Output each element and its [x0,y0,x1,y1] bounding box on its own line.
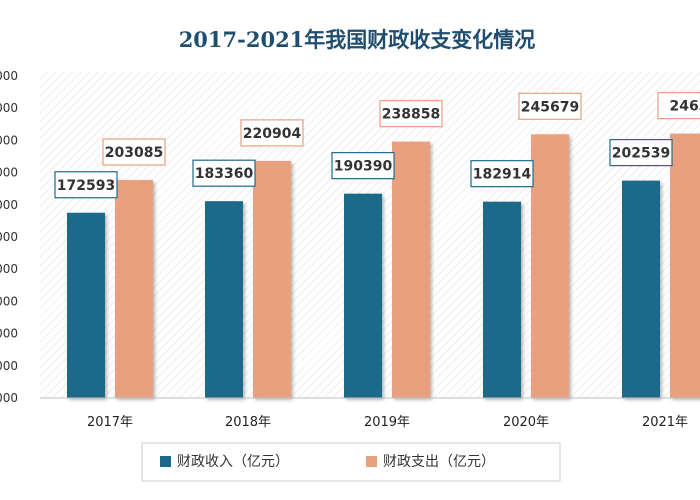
data-label-revenue-3: 182914 [470,160,534,188]
y-tick-label: 000 [0,133,18,147]
data-label-value: 203085 [105,145,163,161]
data-label-box [609,139,673,167]
data-labels: 172593 203085 183360 220904 190390 238858 1829… [54,92,700,199]
data-label-box [518,92,582,120]
y-tick-label: 000 [0,327,18,341]
y-tick-label: 000 [0,69,18,83]
data-label-value: 182914 [473,167,532,183]
data-label-box [54,171,118,199]
data-label-box [470,160,534,188]
y-tick-label: 000 [0,391,18,405]
x-axis: 2017年 2018年 2019年 2020年 2021年 [87,415,688,430]
data-label-box [102,138,166,166]
legend-item-revenue: 财政收入（亿元） [160,454,289,470]
data-label-revenue-4: 202539 [609,139,673,167]
data-label-value: 172593 [57,178,115,194]
x-tick-label: 2017年 [87,415,133,430]
data-label-value: 202539 [612,146,670,162]
data-label-expenditure-0: 203085 [102,138,166,166]
legend: 财政收入（亿元） 财政支出（亿元） [141,442,561,482]
data-label-expenditure-2: 238858 [379,100,443,128]
bar-expenditure-2 [392,141,430,399]
bar-revenue-3 [483,201,521,398]
legend-swatch [160,456,171,467]
y-tick-label: 000 [0,359,18,373]
legend-box [141,442,561,482]
data-label-value: 220904 [243,126,302,142]
bar-expenditure-4 [670,133,700,398]
y-tick-label: 000 [0,262,18,276]
y-tick-label: 000 [0,294,18,308]
data-label-expenditure-1: 220904 [240,119,304,147]
bar-revenue-2 [344,193,382,398]
data-label-value: 245679 [521,99,579,115]
data-label-value: 238858 [382,107,440,123]
bar-expenditure-0 [115,180,153,398]
x-tick-label: 2021年 [642,415,688,430]
x-tick-label: 2020年 [503,415,549,430]
x-tick-label: 2018年 [225,415,271,430]
data-label-box [379,100,443,128]
data-label-box [657,92,700,120]
bar-revenue-0 [67,212,105,398]
y-tick-label: 000 [0,230,18,244]
data-label-value: 2463 [670,99,700,115]
data-label-value: 183360 [195,166,254,182]
data-label-value: 190390 [334,159,393,175]
data-label-box [192,159,256,187]
legend-swatch [366,456,377,467]
data-label-revenue-2: 190390 [331,152,395,180]
bar-revenue-1 [205,201,243,398]
legend-label: 财政收入（亿元） [177,454,289,470]
data-label-revenue-0: 172593 [54,171,118,199]
y-tick-label: 000 [0,198,18,212]
bar-expenditure-1 [253,160,291,398]
x-tick-label: 2019年 [364,415,410,430]
data-label-box [331,152,395,180]
y-tick-label: 000 [0,166,18,180]
data-label-expenditure-4: 2463 [657,92,700,120]
chart-title: 2017-2021年我国财政收支变化情况 [179,27,536,52]
y-axis: 000 000 000 000 000 000 000 000 000 000 000 [0,69,18,405]
data-label-expenditure-3: 245679 [518,92,582,120]
bar-expenditure-3 [531,134,569,398]
y-tick-label: 000 [0,101,18,115]
data-label-box [240,119,304,147]
bars [67,133,700,399]
bar-revenue-4 [622,180,660,398]
legend-item-expenditure: 财政支出（亿元） [366,454,495,470]
bottom-fade [0,488,700,500]
data-label-revenue-1: 183360 [192,159,256,187]
legend-label: 财政支出（亿元） [383,454,495,470]
